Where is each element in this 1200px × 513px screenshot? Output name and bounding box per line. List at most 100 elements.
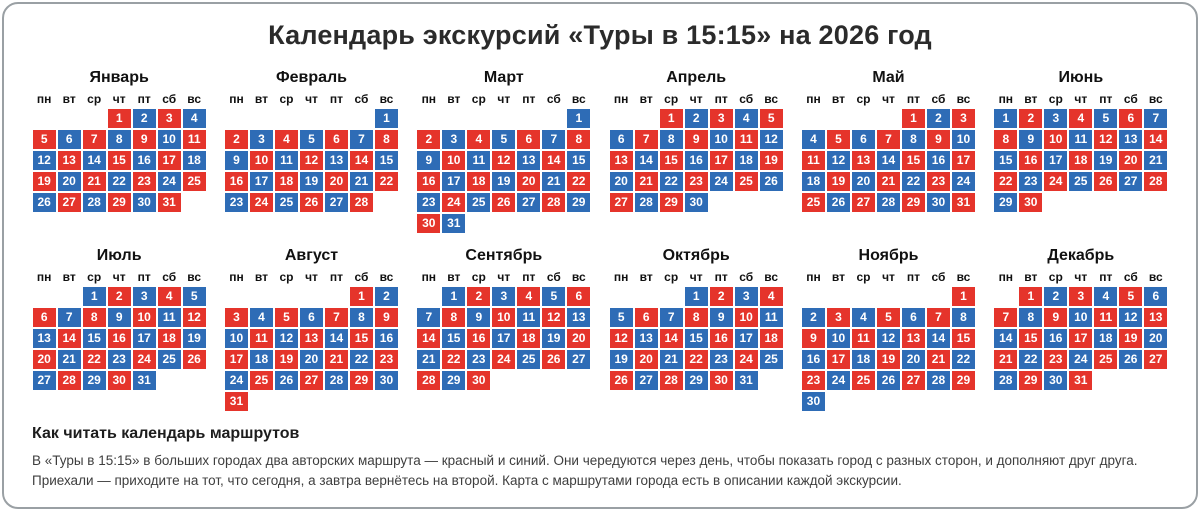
day-cell: 21 — [926, 350, 950, 369]
day-cell: 7 — [349, 130, 373, 149]
day-cell: 10 — [1044, 130, 1068, 149]
weekday-label: пн — [613, 270, 629, 284]
day-cell: 24 — [157, 172, 181, 191]
day-cell: 2 — [801, 308, 825, 327]
day-cell: 16 — [709, 329, 733, 348]
month-oktyabr: Октябрь пн вт ср чт пт сб вс 1 2 3 4 5 6 7 8 9 10 11 12 13 14… — [607, 247, 785, 390]
day-cell: 29 — [684, 371, 708, 390]
day-cell: 17 — [492, 329, 516, 348]
day-cell: 13 — [32, 329, 56, 348]
day-cell: 15 — [567, 151, 591, 170]
day-cell: 31 — [132, 371, 156, 390]
empty-cell — [877, 287, 900, 306]
day-cell: 22 — [684, 350, 708, 369]
day-cell: 4 — [157, 287, 181, 306]
weekday-label: чт — [497, 92, 511, 106]
day-cell: 26 — [274, 371, 298, 390]
empty-cell — [852, 287, 875, 306]
day-cell: 7 — [417, 308, 441, 327]
day-cell: 19 — [1119, 329, 1143, 348]
weekday-label: ср — [856, 92, 871, 106]
empty-cell — [325, 287, 348, 306]
day-cell: 22 — [82, 350, 106, 369]
day-cell: 11 — [517, 308, 541, 327]
day-cell: 29 — [901, 193, 925, 212]
day-cell: 29 — [82, 371, 106, 390]
day-cell: 21 — [542, 172, 566, 191]
day-cell: 30 — [417, 214, 441, 233]
day-cell: 27 — [1119, 172, 1143, 191]
day-cell: 11 — [467, 151, 491, 170]
empty-cell — [275, 109, 298, 128]
weekday-label: чт — [305, 270, 318, 284]
day-cell: 18 — [274, 172, 298, 191]
day-cell: 7 — [57, 308, 81, 327]
day-cell: 8 — [442, 308, 466, 327]
day-cell: 3 — [442, 130, 466, 149]
day-cell: 2 — [417, 130, 441, 149]
day-cell: 31 — [734, 371, 758, 390]
day-cell: 14 — [876, 151, 900, 170]
day-cell: 30 — [801, 392, 825, 411]
day-cell: 6 — [517, 130, 541, 149]
empty-cell — [350, 109, 373, 128]
day-cell: 12 — [32, 151, 56, 170]
day-cell: 22 — [567, 172, 591, 191]
day-cell: 21 — [324, 350, 348, 369]
day-cell: 1 — [567, 109, 591, 128]
day-cell: 18 — [1069, 151, 1093, 170]
day-cell: 1 — [684, 287, 708, 306]
day-cell: 28 — [634, 193, 658, 212]
day-cell: 22 — [442, 350, 466, 369]
day-cell: 20 — [517, 172, 541, 191]
day-cell: 13 — [517, 151, 541, 170]
month-aprel: Апрель пн вт ср чт пт сб вс 1 2 3 4 5 6 7 8 9 10 11 12 13 14 1… — [607, 69, 785, 212]
day-cell: 24 — [132, 350, 156, 369]
day-cell: 9 — [107, 308, 131, 327]
day-cell: 4 — [851, 308, 875, 327]
day-cell: 3 — [734, 287, 758, 306]
day-cell: 9 — [1019, 130, 1043, 149]
day-cell: 27 — [634, 371, 658, 390]
day-cell: 5 — [492, 130, 516, 149]
weekday-label: пт — [714, 92, 728, 106]
empty-cell — [225, 287, 248, 306]
day-cell: 4 — [467, 130, 491, 149]
day-cell: 12 — [759, 130, 783, 149]
month-grid: пн вт ср чт пт сб вс 1 2 3 4 5 6 7 8 9 10 11 12 13 14 15 16 17 1… — [992, 92, 1170, 212]
day-cell: 8 — [994, 130, 1018, 149]
day-cell: 26 — [182, 350, 206, 369]
day-cell: 9 — [709, 308, 733, 327]
day-cell: 5 — [182, 287, 206, 306]
day-cell: 17 — [951, 151, 975, 170]
day-cell: 25 — [801, 193, 825, 212]
day-cell: 10 — [1069, 308, 1093, 327]
day-cell: 23 — [107, 350, 131, 369]
empty-cell — [802, 109, 825, 128]
day-cell: 21 — [634, 172, 658, 191]
day-cell: 13 — [57, 151, 81, 170]
weekday-label: вт — [254, 92, 269, 106]
day-cell: 7 — [324, 308, 348, 327]
day-cell: 24 — [1069, 350, 1093, 369]
day-cell: 5 — [876, 308, 900, 327]
weekday-label: вс — [764, 92, 779, 106]
day-cell: 16 — [1044, 329, 1068, 348]
day-cell: 16 — [801, 350, 825, 369]
day-cell: 10 — [224, 329, 248, 348]
day-cell: 13 — [1119, 130, 1143, 149]
day-cell: 27 — [57, 193, 81, 212]
empty-cell — [517, 109, 540, 128]
weekday-label: сб — [162, 270, 177, 284]
day-cell: 6 — [1144, 287, 1168, 306]
month-name: Декабрь — [1047, 247, 1115, 264]
empty-cell — [417, 109, 440, 128]
day-cell: 30 — [684, 193, 708, 212]
day-cell: 2 — [709, 287, 733, 306]
day-cell: 22 — [349, 350, 373, 369]
day-cell: 20 — [567, 329, 591, 348]
day-cell: 17 — [734, 329, 758, 348]
month-dekabr: Декабрь пн вт ср чт пт сб вс 1 2 3 4 5 6 7 8 9 10 11 12 13 14… — [992, 247, 1170, 390]
day-cell: 16 — [926, 151, 950, 170]
day-cell: 7 — [926, 308, 950, 327]
